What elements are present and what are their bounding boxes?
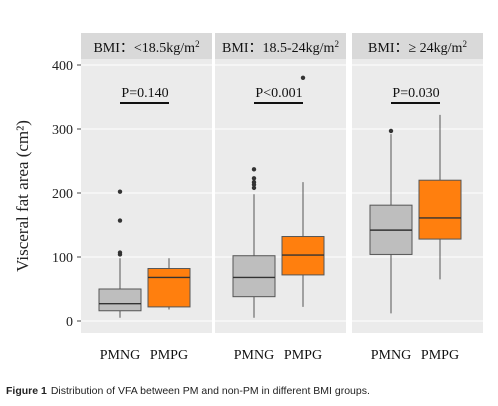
- outlier-point: [251, 167, 257, 172]
- p-value-label: P=0.140: [121, 86, 168, 101]
- strip-background: [215, 33, 346, 59]
- outlier-point: [388, 128, 394, 134]
- y-tick-label: 300: [52, 123, 73, 138]
- figure-caption: Figure 1 Distribution of VFA between PM a…: [6, 385, 496, 397]
- panel-2: BMI：18.5-24kg/m2 P<0.001 PMNG PMPG: [215, 33, 346, 363]
- outlier-point: [251, 185, 257, 191]
- box-pmng: [98, 189, 142, 318]
- p-value-label: P<0.001: [255, 86, 302, 101]
- strip-background: [352, 33, 483, 59]
- box-iqr: [147, 268, 191, 308]
- x-tick-label: PMNG: [371, 348, 411, 363]
- panel-1: BMI：<18.5kg/m2 P=0.140 PMNG PMPG: [81, 33, 212, 363]
- caption-text: Distribution of VFA between PM and non-P…: [50, 385, 370, 397]
- y-axis-label: Visceral fat area (cm²): [13, 120, 32, 272]
- x-tick-label: PMNG: [234, 348, 274, 363]
- strip-label: BMI：<18.5kg/m2: [93, 39, 199, 56]
- box-iqr: [232, 255, 276, 298]
- box-pmpg: [418, 114, 462, 280]
- box-pmng: [232, 167, 276, 318]
- outlier-point: [251, 182, 257, 187]
- y-tick-label: 100: [52, 251, 73, 266]
- box-iqr: [98, 288, 142, 312]
- box-pmng: [369, 128, 413, 314]
- x-tick-label: PMPG: [150, 348, 188, 363]
- box-iqr: [418, 179, 462, 240]
- y-tick-label: 0: [66, 315, 73, 330]
- boxplot-figure: Visceral fat area (cm²) 0 100 200 300 400 BMI：…: [13, 33, 483, 363]
- strip-background: [81, 33, 212, 59]
- strip-label: BMI：18.5-24kg/m2: [222, 39, 339, 56]
- y-tick-label: 200: [52, 187, 73, 202]
- x-tick-label: PMPG: [284, 348, 322, 363]
- strip-label: BMI：≥ 24kg/m2: [368, 39, 467, 56]
- outlier-point: [251, 176, 257, 181]
- x-tick-label: PMPG: [421, 348, 459, 363]
- p-value-label: P=0.030: [392, 86, 439, 101]
- y-tick-label: 400: [52, 59, 73, 74]
- box-pmpg: [281, 75, 325, 307]
- box-pmpg: [147, 258, 191, 310]
- outlier-point: [117, 218, 123, 223]
- caption-label: Figure 1: [6, 385, 47, 397]
- panel-3: BMI：≥ 24kg/m2 P=0.030 PMNG PMPG: [352, 33, 483, 363]
- outlier-point: [117, 252, 123, 257]
- outlier-point: [300, 75, 306, 81]
- x-tick-label: PMNG: [100, 348, 140, 363]
- outlier-point: [117, 189, 123, 194]
